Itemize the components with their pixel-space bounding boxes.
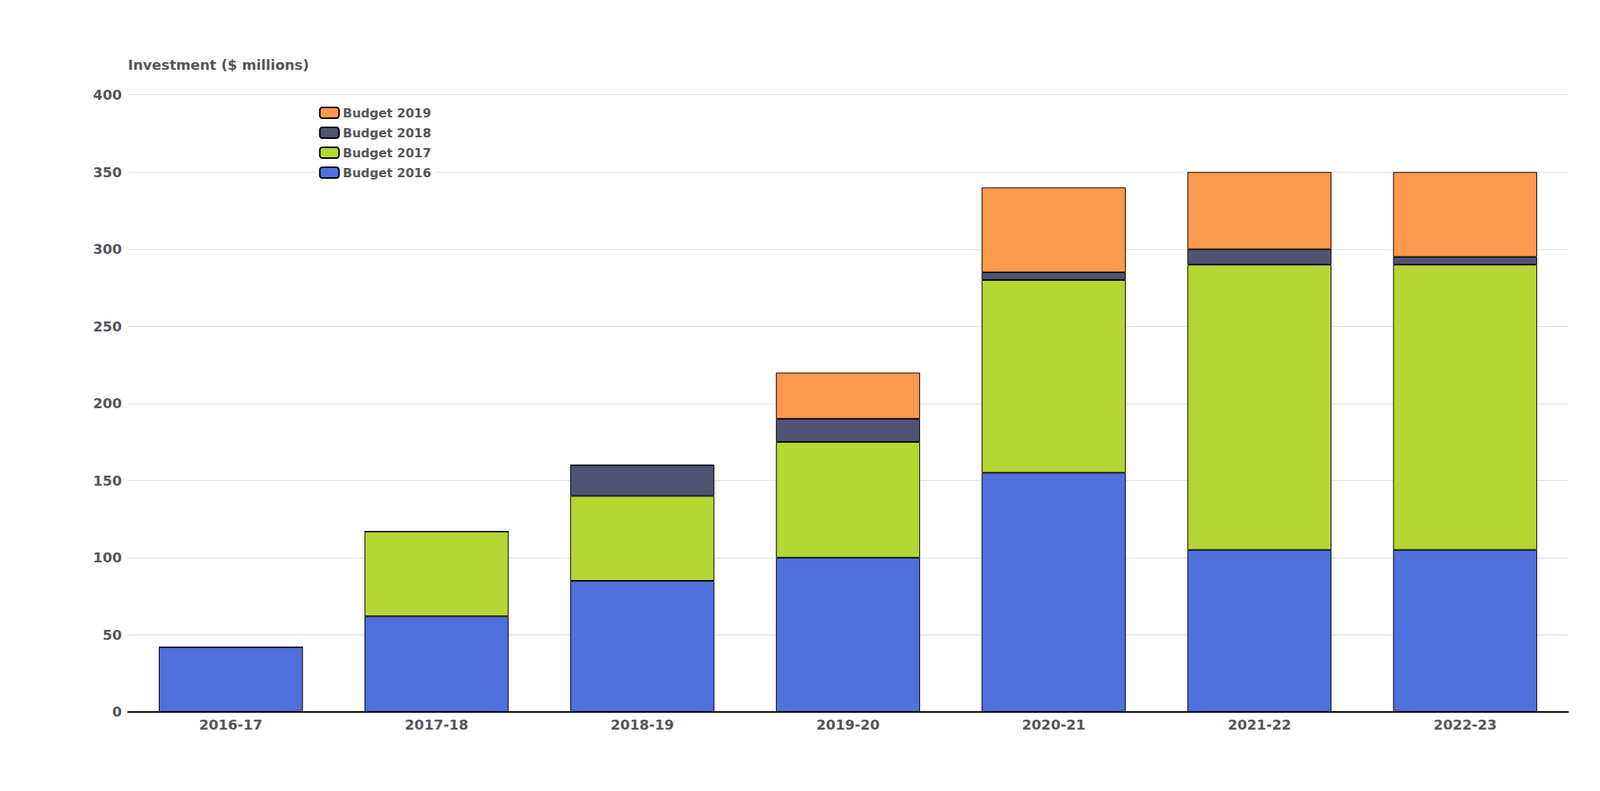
svg-text:250: 250	[92, 318, 123, 335]
svg-text:Investment ($ millions): Investment ($ millions)	[128, 56, 310, 73]
svg-text:50: 50	[102, 626, 123, 644]
svg-text:Budget 2019: Budget 2019	[343, 105, 432, 121]
svg-text:2016-17: 2016-17	[199, 716, 264, 733]
svg-text:2017-18: 2017-18	[405, 716, 469, 733]
svg-text:400: 400	[92, 86, 123, 103]
svg-text:200: 200	[92, 395, 123, 412]
svg-text:2018-19: 2018-19	[610, 716, 675, 733]
svg-text:150: 150	[92, 472, 123, 489]
svg-text:Budget 2016: Budget 2016	[343, 165, 432, 181]
svg-text:Budget 2017: Budget 2017	[343, 145, 432, 161]
svg-text:350: 350	[92, 164, 123, 181]
svg-text:300: 300	[92, 240, 123, 258]
svg-text:Budget 2018: Budget 2018	[343, 125, 432, 141]
svg-text:2022-23: 2022-23	[1433, 716, 1498, 733]
svg-text:2020-21: 2020-21	[1022, 716, 1086, 733]
svg-text:100: 100	[92, 549, 123, 566]
svg-text:2019-20: 2019-20	[816, 716, 881, 733]
svg-text:2021-22: 2021-22	[1227, 716, 1292, 733]
svg-text:0: 0	[112, 703, 123, 720]
